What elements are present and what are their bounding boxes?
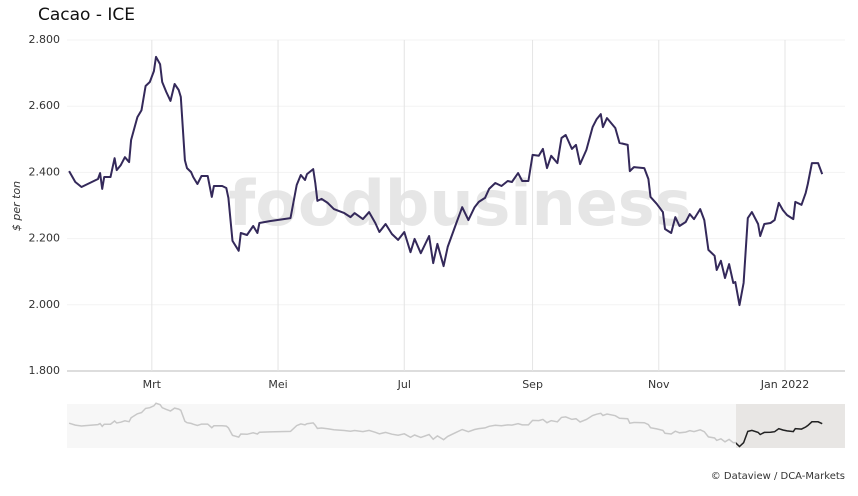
price-line [68, 55, 824, 307]
x-tick-label: Nov [648, 378, 670, 391]
credit: © Dataview / DCA-Markets [711, 471, 845, 482]
y-tick-label: 2.600 [29, 99, 61, 112]
watermark: foodbusiness [228, 167, 691, 240]
y-tick-label: 2.000 [29, 298, 61, 311]
y-tick-label: 2.800 [29, 33, 61, 46]
chart-title: Cacao - ICE [38, 5, 135, 25]
x-tick-label: Mei [268, 378, 287, 391]
navigator-selection[interactable] [736, 404, 845, 448]
y-tick-label: 1.800 [29, 364, 61, 377]
navigator-line [68, 402, 823, 448]
y-axis-label: $ per ton [10, 181, 23, 231]
navigator-background [67, 404, 845, 448]
y-tick-label: 2.200 [29, 232, 61, 245]
x-tick-label: Jan 2022 [760, 378, 809, 391]
x-tick-label: Jul [397, 378, 411, 391]
x-tick-label: Mrt [143, 378, 162, 391]
y-tick-label: 2.400 [29, 165, 61, 178]
x-tick-label: Sep [522, 378, 543, 391]
